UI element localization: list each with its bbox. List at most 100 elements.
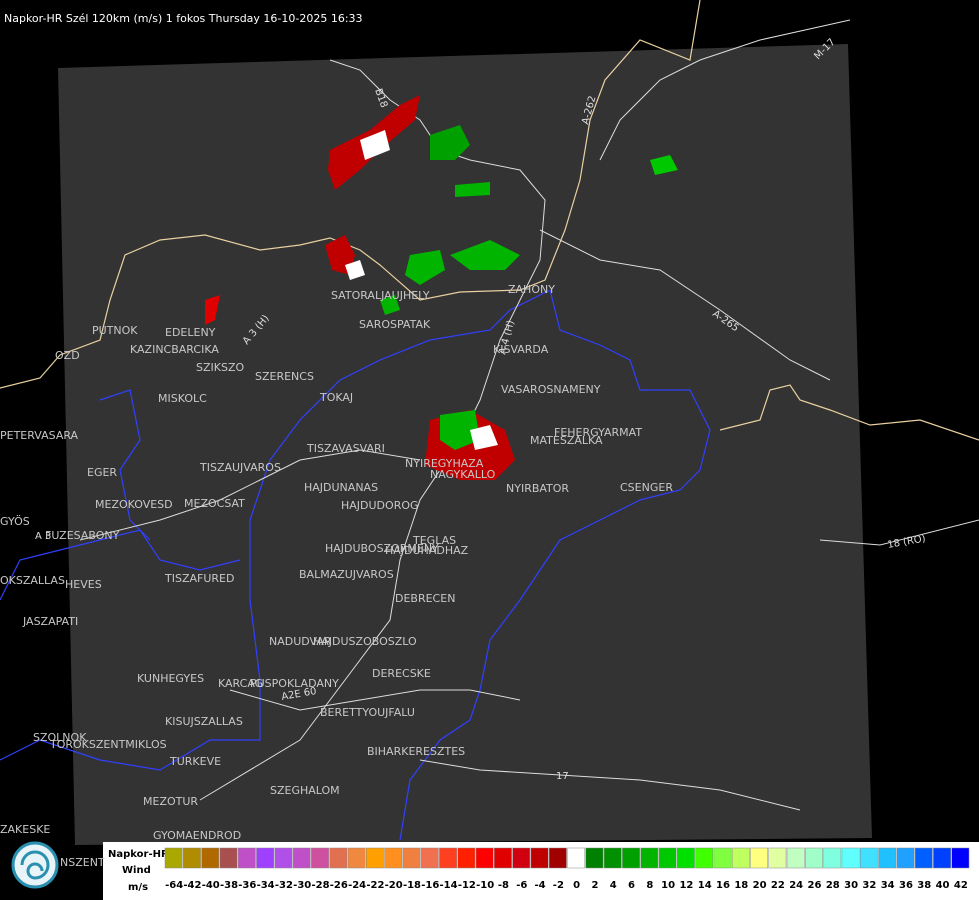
place-label: KUNHEGYES [137,672,204,685]
place-label: TISZAVASVARI [306,442,385,455]
legend-label: 12 [679,880,693,891]
legend-swatch [640,847,659,869]
place-label: EDELENY [165,326,216,339]
place-label: PETERVASARA [0,429,79,442]
legend-swatch [457,847,476,869]
legend-label: -32 [275,880,293,891]
legend-swatch [768,847,787,869]
place-label: TURKEVE [169,755,221,768]
place-label: EGER [87,466,117,479]
place-label: HEVES [65,578,102,591]
place-label: TEGLAS [412,534,456,547]
legend-label: 28 [826,880,840,891]
legend-label: -22 [366,880,384,891]
legend-swatch [347,847,366,869]
legend-label: 34 [881,880,895,891]
place-label: TISZAFURED [164,572,234,585]
road-label: 17 [556,771,569,782]
place-label: MATESZALKA [530,434,603,447]
legend-swatch [530,847,549,869]
place-label: NAGYKALLO [430,468,496,481]
place-label: NSZENT [60,856,105,869]
place-label: HAJDUDOROG [341,499,419,512]
place-label: HAJDUSZOBOSZLO [313,635,417,648]
place-label: SZIKSZO [196,361,244,374]
place-label: OZD [55,349,80,362]
logo-swirl [20,850,50,880]
place-label: JASZAPATI [22,615,78,628]
legend-swatch [951,847,970,869]
legend-label: -26 [330,880,348,891]
legend-swatch [475,847,494,869]
legend-swatch [219,847,238,869]
place-label: MEZOCSAT [184,497,245,510]
place-label: FUZESABONY [45,529,120,542]
place-label: BALMAZUJVAROS [299,568,394,581]
legend-subtitle: Wind [122,865,151,876]
place-label: DEBRECEN [395,592,455,605]
legend-swatch [786,847,805,869]
place-label: MEZOKOVESD [95,498,173,511]
legend-swatch [585,847,604,869]
legend-swatch [292,847,311,869]
legend-label: -4 [535,880,546,891]
legend-label: -30 [293,880,311,891]
place-label: ZAHONY [508,283,555,296]
legend-label: 20 [753,880,767,891]
legend-swatch [384,847,403,869]
legend-label: -36 [238,880,256,891]
legend-title: Napkor-HR [108,849,169,860]
legend-swatch [622,847,640,869]
legend-label: -38 [220,880,238,891]
legend-label: -6 [516,880,527,891]
place-label: VASAROSNAMENY [501,383,601,396]
legend-swatch [823,847,842,869]
legend-label: 4 [610,880,617,891]
legend-swatch [677,847,695,869]
legend-swatch [366,847,384,869]
legend-swatch [512,847,531,869]
place-label: NYIRBATOR [506,482,569,495]
legend-swatch [237,847,256,869]
place-label: MEZOTUR [143,795,198,808]
place-label: OKSZALLAS [0,574,65,587]
legend-label: 6 [628,880,635,891]
legend-swatch [914,847,933,869]
place-label: GYOMAENDROD [153,829,241,842]
legend-label: 26 [808,880,822,891]
legend-label: -28 [311,880,329,891]
place-label: DERECSKE [372,667,431,680]
legend-swatch [603,847,622,869]
legend-label: 2 [591,880,598,891]
legend-swatch [311,847,329,869]
place-label: HAJDUHADHAZ [385,544,469,557]
legend-label: 30 [844,880,858,891]
place-label: TOKAJ [319,391,353,404]
place-label: KARCAG [218,677,263,690]
legend-label: 10 [661,880,675,891]
legend-swatch [256,847,275,869]
place-label: SZEGHALOM [270,784,340,797]
radar-echoes [205,95,678,480]
legend-swatch [805,847,823,869]
place-label: ZAKESKE [0,823,50,836]
legend-label: 36 [899,880,913,891]
legend-swatch [933,847,951,869]
legend-label: 42 [954,880,968,891]
legend-label: 22 [771,880,785,891]
legend-swatch [841,847,860,869]
legend-label: -64 [165,880,183,891]
legend-label: -8 [498,880,509,891]
legend-swatch [878,847,897,869]
legend-label: 8 [646,880,653,891]
legend-label: -14 [440,880,458,891]
legend-swatch [750,847,768,869]
place-label: GYÖS [0,515,30,528]
place-label: NYIREGYHAZA [405,457,484,470]
legend-swatch [896,847,915,869]
place-label: TOROKSZENTMIKLOS [49,738,167,751]
place-label: SAROSPATAK [359,318,431,331]
legend-label: 14 [698,880,712,891]
place-label: BERETTYOUJFALU [320,706,415,719]
legend-label: -16 [421,880,439,891]
